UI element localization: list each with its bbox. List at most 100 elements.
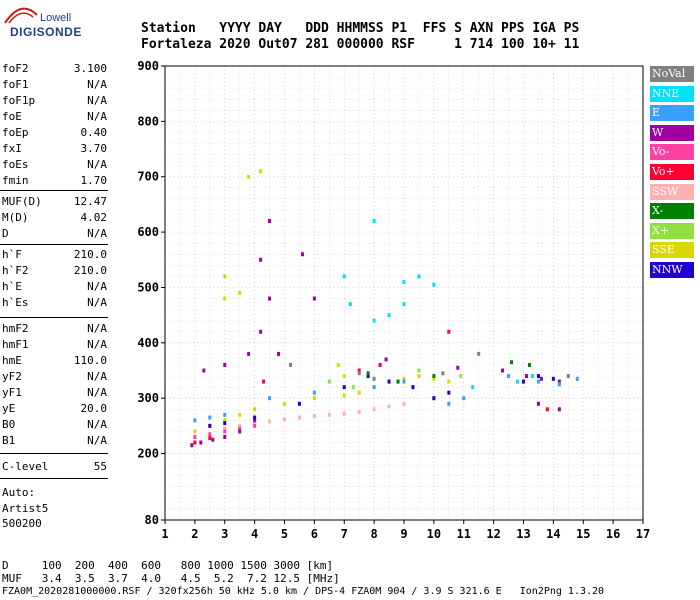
param-value-0: 3.100 (73, 62, 107, 75)
data-point-nnw (223, 421, 227, 426)
data-point-nne (402, 279, 406, 284)
data-point-w (190, 443, 194, 448)
data-point-noval (477, 351, 481, 356)
data-point-sse (357, 390, 361, 395)
data-point-sse (417, 374, 421, 379)
x-tick-label: 17 (636, 527, 650, 541)
param-value-16: N/A (87, 338, 107, 351)
data-point-noval (441, 371, 445, 376)
data-point-sse (259, 169, 263, 174)
data-point-w (501, 368, 505, 373)
data-point-w (557, 407, 561, 412)
param-value-23: 55 (93, 460, 107, 473)
data-point-e (312, 390, 316, 395)
data-point-ssw (223, 426, 227, 431)
footer-muf-row: MUF 3.4 3.5 3.7 4.0 4.5 5.2 7.2 12.5 [MH… (2, 572, 340, 585)
data-point-w (524, 374, 528, 379)
data-point-e (268, 396, 272, 401)
param-value-22: N/A (87, 434, 107, 447)
data-point-nne (432, 282, 436, 287)
data-point-vo- (378, 362, 382, 367)
data-point-sse (312, 396, 316, 401)
data-point-x- (396, 379, 400, 384)
data-point-w (268, 296, 272, 301)
footer-file-info: FZA0M_2020281000000.RSF / 320fx256h 50 k… (2, 586, 605, 597)
data-point-vo- (447, 329, 451, 334)
y-tick-label: 200 (137, 447, 159, 461)
data-point-w (202, 368, 206, 373)
footer-distance-row: D 100 200 400 600 800 1000 1500 3000 [km… (2, 559, 334, 572)
legend-item-x-: X- (650, 203, 694, 220)
x-tick-label: 3 (221, 527, 228, 541)
data-point-ssw (253, 421, 257, 426)
data-point-w (253, 418, 257, 423)
param-name-16: hmF1 (2, 338, 29, 351)
data-point-sse (193, 429, 197, 434)
data-point-sse (223, 274, 227, 279)
param-value-2: N/A (87, 94, 107, 107)
param-value-13: N/A (87, 280, 107, 293)
y-tick-label: 500 (137, 280, 159, 294)
param-name-18: yF2 (2, 370, 22, 383)
param-name-7: fmin (2, 174, 29, 187)
param-value-7: 1.70 (80, 174, 108, 187)
data-point-sse (432, 376, 436, 381)
param-value-3: N/A (87, 110, 107, 123)
legend-item-nnw: NNW (650, 262, 694, 278)
param-name-17: hmE (2, 354, 22, 367)
data-point-e (557, 382, 561, 387)
data-point-nne (348, 302, 352, 307)
data-point-noval (372, 376, 376, 381)
x-tick-label: 13 (516, 527, 530, 541)
data-point-x- (327, 379, 331, 384)
x-tick-label: 8 (371, 527, 378, 541)
data-point-nne (387, 313, 391, 318)
data-point-nne (530, 374, 534, 379)
data-point-nnw (447, 390, 451, 395)
x-tick-label: 16 (606, 527, 620, 541)
param-name-11: h`F (2, 248, 22, 261)
x-tick-label: 7 (341, 527, 348, 541)
data-point-x- (351, 385, 355, 390)
param-name-14: h`Es (2, 296, 29, 309)
data-point-sse (253, 407, 257, 412)
data-point-vo- (253, 423, 257, 428)
data-point-nne (372, 219, 376, 224)
x-tick-label: 15 (576, 527, 590, 541)
param-value-5: 3.70 (80, 142, 108, 155)
data-point-ssw (387, 404, 391, 409)
param-value-4: 0.40 (80, 126, 108, 139)
data-point-noval (566, 374, 570, 379)
x-tick-label: 4 (251, 527, 258, 541)
data-point-e (575, 376, 579, 381)
param-name-15: hmF2 (2, 322, 29, 335)
param-divider (0, 453, 108, 454)
data-point-nne (516, 379, 520, 384)
param-value-17: 110.0 (73, 354, 107, 367)
data-point-ssw (268, 419, 272, 424)
x-tick-label: 2 (191, 527, 198, 541)
data-point-nnw (432, 396, 436, 401)
x-tick-label: 9 (400, 527, 407, 541)
data-point-ssw (372, 407, 376, 412)
x-tick-label: 5 (281, 527, 288, 541)
y-tick-label: 400 (137, 336, 159, 350)
legend-item-ssw: SSW (650, 183, 694, 200)
param-divider (0, 317, 108, 318)
data-point-vo- (357, 368, 361, 373)
legend-item-e: E (650, 105, 694, 122)
data-point-nnw (387, 379, 391, 384)
data-point-e (462, 396, 466, 401)
data-point-nnw (297, 401, 301, 406)
data-point-vo- (208, 432, 212, 437)
data-point-sse (223, 296, 227, 301)
data-point-x- (459, 374, 463, 379)
param-name-8: MUF(D) (2, 195, 42, 208)
data-point-ssw (342, 411, 346, 416)
data-point-vo- (545, 407, 549, 412)
data-point-x- (432, 374, 436, 379)
x-tick-label: 11 (457, 527, 471, 541)
param-value-6: N/A (87, 158, 107, 171)
data-point-ssw (297, 415, 301, 420)
data-point-vo- (193, 434, 197, 439)
